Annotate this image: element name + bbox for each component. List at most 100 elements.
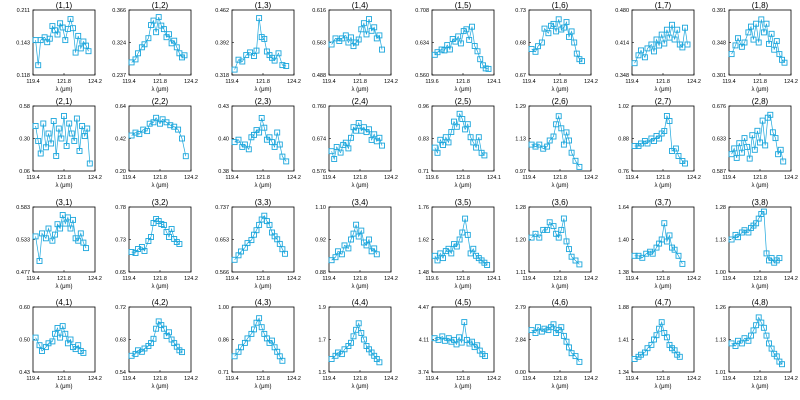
x-tick-label: 121.8 [153, 175, 167, 181]
data-point [749, 132, 756, 139]
data-point [446, 46, 453, 53]
data-point [256, 15, 263, 22]
data-point [566, 246, 572, 253]
panel-3-8: (3,8) 119.4 121.8 124.2 1.00 1.13 1.28 λ (μm) [715, 198, 798, 290]
data-point [760, 29, 767, 36]
data-point [57, 334, 64, 341]
data-point [744, 143, 751, 150]
x-tick-label: 124.2 [784, 79, 798, 85]
data-point [75, 32, 82, 39]
y-tick-label: 0.708 [415, 8, 429, 14]
data-point [366, 16, 372, 23]
x-tick-label: 119.4 [225, 276, 238, 282]
y-tick-label: 0.576 [312, 169, 326, 175]
data-point [644, 140, 651, 147]
data-point [331, 156, 338, 162]
data-point [760, 208, 767, 215]
x-tick-label: 124.2 [687, 376, 701, 382]
data-point [376, 359, 383, 366]
y-tick-label: 1.38 [618, 270, 629, 276]
panel-4-2: (4,2) 119.4 121.8 124.2 0.54 0.63 0.72 λ (μm) [115, 298, 198, 390]
data-point [61, 113, 67, 119]
data-point [62, 220, 69, 227]
series-line [234, 215, 286, 261]
x-tick-label: 121.8 [153, 276, 167, 282]
y-tick-label: 0.88 [618, 137, 629, 143]
data-point [653, 36, 660, 43]
data-point [573, 50, 580, 57]
data-point [144, 128, 151, 135]
x-tick-label: 124.2 [287, 79, 301, 85]
data-point [159, 116, 166, 123]
data-point [532, 230, 539, 237]
x-tick-label: 119.4 [522, 175, 535, 181]
data-point [459, 229, 466, 236]
panel-3-7: (3,7) 119.4 121.8 124.2 1.38 1.40 1.64 λ (μm) [618, 198, 701, 290]
data-point [666, 232, 673, 239]
data-point [532, 143, 539, 150]
y-tick-label: 0.634 [415, 41, 429, 47]
panel-4-3: (4,3) 119.4 121.8 124.2 0.71 0.86 1.00 λ (μm) [218, 298, 301, 390]
data-point [780, 158, 787, 165]
y-tick-label: 2.79 [515, 305, 526, 311]
data-point [453, 243, 460, 250]
data-point [59, 323, 66, 330]
panel-2-8: (2,8) 119.4 121.8 124.2 0.587 0.633 0.676 λ (μm… [712, 97, 798, 189]
panel-1-3: (1,3) 119.4 121.8 124.2 0.318 0.392 0.462 λ (μm… [215, 1, 301, 93]
data-point [238, 248, 244, 255]
y-tick-label: 0.65 [115, 270, 126, 276]
data-point [148, 234, 154, 240]
y-tick-label: 0.488 [312, 73, 326, 79]
panel-title: (2,2) [152, 97, 169, 106]
y-tick-label: 0.54 [115, 370, 126, 376]
axes-frame [528, 105, 592, 172]
data-point [464, 231, 471, 238]
data-point [658, 319, 665, 326]
data-point [176, 241, 183, 247]
x-tick-label: 119.4 [722, 376, 735, 382]
data-point [80, 349, 87, 356]
data-point [140, 126, 147, 133]
data-point [663, 26, 670, 33]
panel-1-1: (1,1) 119.4 121.8 124.2 0.118 0.143 0.211 λ (μm… [16, 1, 102, 93]
data-point [560, 215, 567, 222]
data-point [358, 330, 365, 336]
data-point [52, 330, 58, 337]
data-point [566, 33, 572, 40]
y-tick-label: 1.34 [618, 370, 629, 376]
x-tick-label: 121.8 [656, 376, 670, 382]
data-point [353, 326, 360, 333]
panel-2-3: (2,3) 119.4 121.8 124.2 0.38 0.40 0.43 λ (μm) [218, 97, 301, 189]
panel-title: (4,8) [752, 298, 769, 307]
data-point [571, 39, 578, 46]
data-point [279, 153, 286, 160]
data-point [435, 336, 442, 343]
x-tick-label: 121.8 [553, 276, 567, 282]
data-point [86, 160, 93, 167]
data-point [371, 131, 378, 138]
y-tick-label: 3.74 [418, 370, 429, 376]
data-point [167, 122, 174, 129]
data-point [328, 41, 335, 48]
x-tick-label: 119.4 [322, 175, 335, 181]
data-point [355, 36, 362, 43]
data-point [763, 250, 770, 257]
data-point [348, 339, 354, 346]
x-tick-label: 124.1 [487, 79, 501, 85]
y-tick-label: 1.13 [715, 238, 726, 244]
x-axis-label: λ (μm) [151, 87, 168, 93]
y-tick-label: 0.30 [19, 137, 30, 143]
panel-3-1: (3,1) 119.4 121.8 124.2 0.477 0.533 0.583 λ (μm… [16, 198, 102, 290]
x-tick-label: 121.8 [656, 276, 670, 282]
y-tick-label: 0.92 [315, 238, 326, 244]
data-point [563, 338, 570, 345]
series-line [234, 317, 283, 361]
series-line [35, 324, 84, 354]
data-point [153, 114, 160, 121]
data-point [541, 325, 548, 332]
data-point [434, 149, 441, 156]
data-point [545, 30, 552, 37]
y-tick-label: 1.41 [618, 338, 629, 344]
data-point [276, 141, 283, 148]
data-point [141, 248, 148, 254]
